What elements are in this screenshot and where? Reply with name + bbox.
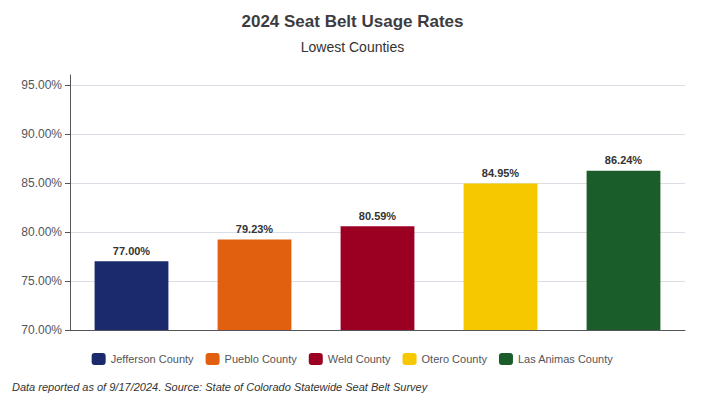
svg-text:95.00%: 95.00% xyxy=(21,78,62,92)
svg-text:84.95%: 84.95% xyxy=(482,167,520,179)
svg-text:80.59%: 80.59% xyxy=(359,210,397,222)
svg-text:Las Animas County: Las Animas County xyxy=(518,353,613,365)
svg-text:Data reported as of 9/17/2024.: Data reported as of 9/17/2024. Source: S… xyxy=(12,381,429,393)
svg-text:Pueblo County: Pueblo County xyxy=(225,353,298,365)
svg-text:2024 Seat Belt Usage Rates: 2024 Seat Belt Usage Rates xyxy=(241,12,463,31)
svg-text:80.00%: 80.00% xyxy=(21,225,62,239)
svg-text:79.23%: 79.23% xyxy=(236,223,274,235)
svg-text:Jefferson County: Jefferson County xyxy=(111,353,194,365)
svg-text:Otero County: Otero County xyxy=(422,353,488,365)
svg-text:Lowest Counties: Lowest Counties xyxy=(301,39,405,55)
svg-text:86.24%: 86.24% xyxy=(605,154,643,166)
svg-text:75.00%: 75.00% xyxy=(21,274,62,288)
svg-text:70.00%: 70.00% xyxy=(21,323,62,337)
svg-text:Weld County: Weld County xyxy=(328,353,391,365)
svg-text:85.00%: 85.00% xyxy=(21,176,62,190)
svg-text:90.00%: 90.00% xyxy=(21,127,62,141)
svg-text:77.00%: 77.00% xyxy=(113,245,151,257)
